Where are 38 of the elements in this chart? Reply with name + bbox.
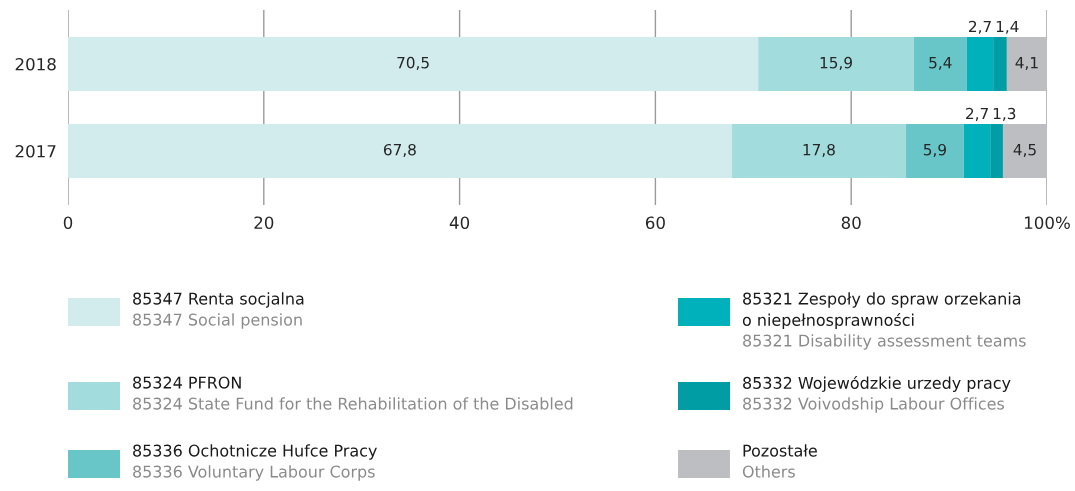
data-label: 1,3 <box>993 107 1016 121</box>
legend-label: 85324 PFRON 85324 State Fund for the Rehabilitation of the Disabled <box>133 376 573 410</box>
legend-label: 85336 Ochotnicze Hufce Pracy 85336 Voluntary Labour Corps <box>133 444 377 481</box>
bar <box>963 124 991 179</box>
data-label: 5,9 <box>923 143 946 158</box>
bar <box>68 124 732 179</box>
x-tick-label: 80 <box>841 216 861 230</box>
y-tick-label: 2018 <box>15 57 56 71</box>
x-tick-label: 20 <box>254 216 274 230</box>
bar <box>758 36 914 91</box>
data-label: 4,1 <box>1015 57 1038 70</box>
data-label: 1,4 <box>996 20 1019 34</box>
x-tick-label: 100% <box>1025 216 1070 230</box>
legend-label: 85321 Zespoły do spraw orzekania o niepełnosprawności 85321 Disability assessment teams <box>742 292 1026 350</box>
bar <box>1002 124 1047 179</box>
data-label: 15,9 <box>820 56 852 70</box>
bar <box>1006 36 1047 91</box>
data-label: 67,8 <box>383 143 416 158</box>
legend-label: Pozostałe Others <box>742 444 817 478</box>
x-tick-label: 40 <box>449 216 470 230</box>
bar <box>990 124 1003 179</box>
y-tick-label: 2017 <box>15 144 56 158</box>
bar <box>68 36 759 91</box>
data-label: 2,7 <box>969 20 991 34</box>
x-tick-label: 0 <box>63 216 73 230</box>
bar <box>966 36 994 91</box>
data-label: 4,5 <box>1013 144 1036 158</box>
legend-label: 85347 Renta socjalna 85347 Social pension <box>133 292 304 329</box>
data-label: 17,8 <box>803 143 835 158</box>
bar <box>913 36 967 91</box>
data-label: 5,4 <box>929 57 952 70</box>
bar <box>906 124 964 179</box>
legend-label: 85332 Wojewódzkie urzedy pracy 85332 Voivodship Labour Offices <box>743 375 1011 413</box>
x-tick-label: 60 <box>645 216 665 230</box>
data-label: 2,7 <box>966 107 988 121</box>
data-label: 70,5 <box>397 56 429 70</box>
bar <box>731 124 907 179</box>
bar <box>993 36 1007 91</box>
